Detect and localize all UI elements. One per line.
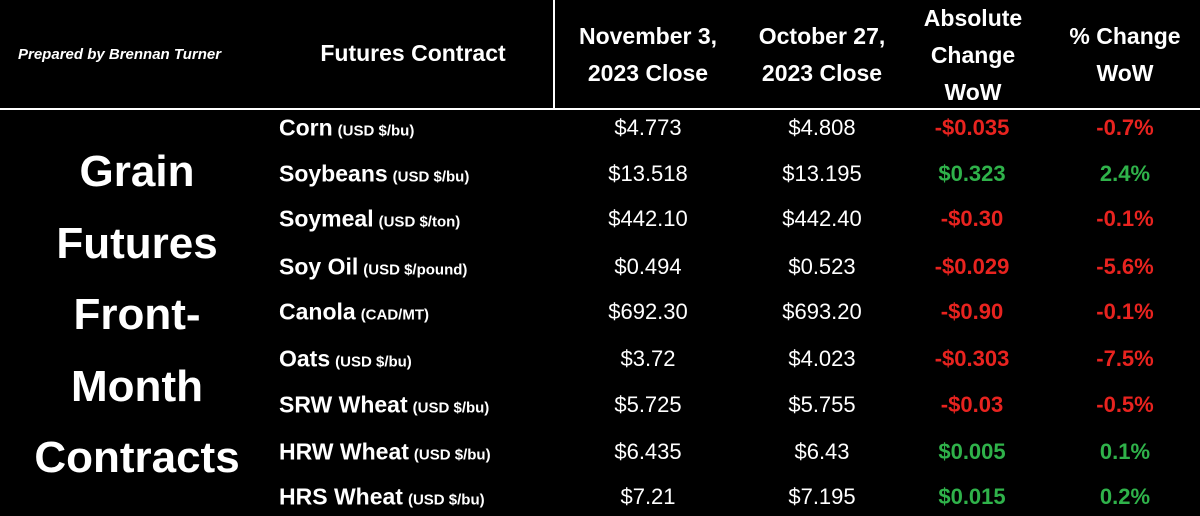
header-line: % Change [1069,23,1181,49]
price-cell: $6.43 [794,439,850,464]
header-line: November 3, [578,23,718,49]
price-cell: $0.523 [788,254,856,279]
header-line: Absolute [923,5,1023,31]
header-rule [0,108,1200,110]
price-cell: $3.72 [620,346,676,371]
contract: Soybeans [279,160,388,187]
header-cell: Futures Contract [320,35,505,72]
change-cell: -$0.03 [940,392,1004,417]
change-cell: $0.015 [938,484,1006,509]
contract-name: Soymeal (USD $/ton) [279,206,460,233]
price-cell: $5.755 [788,392,856,417]
header-line: 2023 Close [761,60,883,86]
price-cell: $442.10 [608,206,688,231]
contract: Soy Oil [279,253,359,280]
change-cell: 0.1% [1099,439,1151,464]
change-cell: -7.5% [1096,346,1154,371]
contract-name: Soybeans (USD $/bu) [279,161,469,188]
price-cell: $4.773 [614,115,682,140]
unit: (USD $/bu) [413,446,491,464]
price-cell: $13.518 [608,161,688,186]
change-cell: 0.2% [1099,484,1151,509]
note: Prepared by Brennan Turner [18,46,222,63]
header-cell: % Change WoW [1069,18,1180,92]
contract: HRW Wheat [279,438,409,465]
section-title: Futures [56,218,218,268]
contract: SRW Wheat [279,391,408,418]
section-title: Grain [79,147,195,196]
header-line: 2023 Close [587,60,709,86]
contract: Soymeal [279,205,374,232]
price-cell: $693.20 [782,299,862,324]
unit: (USD $/ton) [378,213,461,231]
contract: Corn [279,114,333,141]
change-cell: -0.5% [1096,392,1154,417]
unit: (USD $/bu) [407,491,485,509]
unit: (USD $/bu) [337,122,415,140]
section-title: Month [71,361,203,411]
header-line: Futures Contract [320,40,506,66]
contract-name: Corn (USD $/bu) [279,115,414,142]
change-cell: -$0.30 [940,206,1004,231]
change-cell: -0.1% [1096,206,1154,231]
price-cell: $5.725 [614,392,682,417]
price-cell: $4.023 [788,346,856,371]
column-rule [553,0,555,108]
header-line: Change [930,42,1016,68]
header-line: WoW [1096,60,1154,86]
change-cell: -$0.303 [934,346,1010,371]
change-cell: -5.6% [1096,254,1154,279]
contract: Oats [279,345,331,372]
header-cell: November 3, 2023 Close [579,18,717,92]
price-cell: $442.40 [782,206,862,231]
unit: (USD $/bu) [412,399,490,417]
header-line: October 27, [758,23,886,49]
unit: (CAD/MT) [360,306,430,324]
header-cell: Absolute Change WoW [924,0,1022,111]
contract-name: Soy Oil (USD $/pound) [279,254,467,281]
change-cell: 2.4% [1099,161,1151,186]
unit: (USD $/bu) [335,353,412,371]
header-line: WoW [944,79,1002,105]
section-title: Front- [73,290,201,339]
change-cell: -$0.90 [940,299,1004,324]
contract-name: Canola (CAD/MT) [279,299,429,326]
change-cell: -$0.035 [934,115,1010,140]
contract-name: SRW Wheat (USD $/bu) [279,392,489,419]
price-cell: $7.195 [788,484,856,509]
price-cell: $7.21 [620,484,676,509]
unit: (USD $/pound) [363,261,468,279]
section-title: Contracts [34,433,240,482]
change-cell: $0.005 [938,439,1006,464]
contract-name: HRW Wheat (USD $/bu) [279,439,491,466]
unit: (USD $/bu) [392,168,470,186]
contract: Canola [279,298,356,325]
change-cell: -$0.029 [934,254,1010,279]
price-cell: $692.30 [608,299,688,324]
price-cell: $0.494 [614,254,682,279]
contract-name: Oats (USD $/bu) [279,346,412,373]
price-cell: $4.808 [788,115,856,140]
change-cell: $0.323 [938,161,1006,186]
contract-name: HRS Wheat (USD $/bu) [279,484,485,511]
change-cell: -0.1% [1096,299,1154,324]
contract: HRS Wheat [279,483,403,510]
header-cell: October 27, 2023 Close [759,18,886,92]
price-cell: $6.435 [614,439,682,464]
price-cell: $13.195 [782,161,862,186]
change-cell: -0.7% [1096,115,1154,140]
